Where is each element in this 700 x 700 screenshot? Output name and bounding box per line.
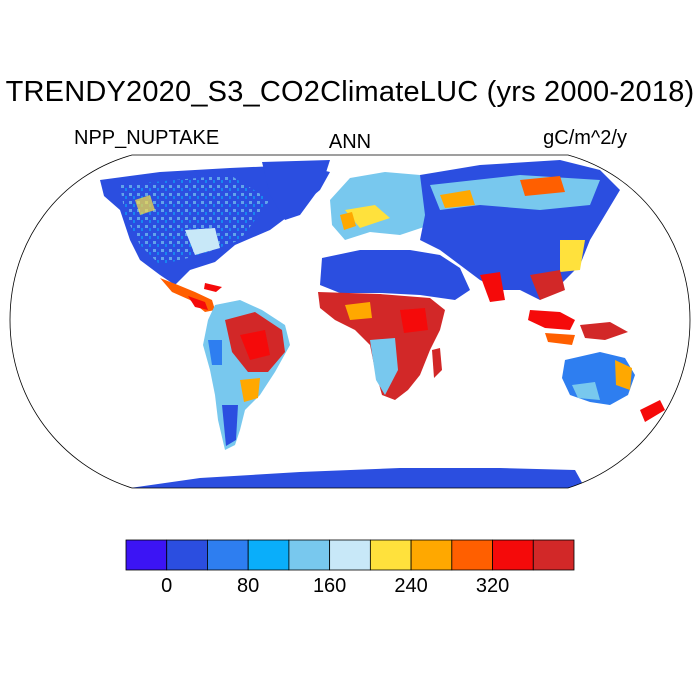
- colorbar-swatch: [329, 539, 371, 571]
- colorbar-swatch: [532, 539, 575, 571]
- map-title: TRENDY2020_S3_CO2ClimateLUC (yrs 2000-20…: [5, 76, 695, 108]
- north-africa: [320, 250, 470, 300]
- colorbar-swatch: [369, 539, 412, 571]
- colorbar-tick-label: 320: [475, 575, 510, 597]
- colorbar-swatch: [492, 539, 534, 571]
- madagascar: [432, 348, 442, 378]
- colorbar-tick-label: 0: [161, 575, 173, 597]
- colorbar-swatch: [247, 539, 290, 571]
- variable-label: NPP_NUPTAKE: [74, 127, 220, 149]
- colorbar-swatch: [451, 539, 493, 571]
- colorbar-swatch: [288, 539, 331, 571]
- units-label: gC/m^2/y: [543, 127, 627, 149]
- map-outline: [9, 154, 691, 489]
- antarctica: [130, 468, 585, 488]
- colorbar-tick-label: 240: [394, 575, 428, 597]
- colorbar-swatch: [166, 539, 208, 571]
- colorbar-tick-label: 160: [312, 575, 347, 597]
- colorbar-swatch: [410, 539, 453, 571]
- colorbar-swatch: [207, 539, 249, 571]
- greenland: [262, 160, 330, 220]
- season-label: ANN: [328, 131, 372, 153]
- colorbar-tick-label: 80: [237, 575, 260, 597]
- colorbar-swatch: [125, 539, 168, 571]
- land-fields: [100, 160, 665, 488]
- maritime-asia: [528, 310, 575, 330]
- new-zealand: [640, 400, 665, 422]
